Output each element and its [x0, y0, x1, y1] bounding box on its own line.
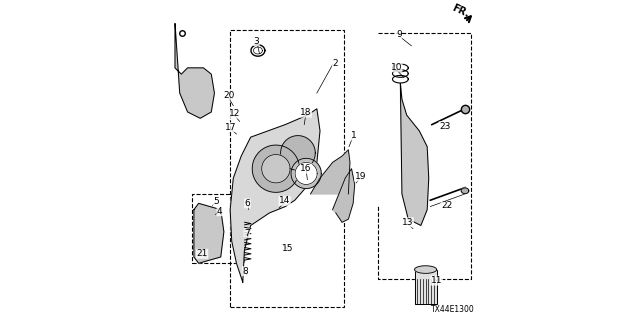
Text: 9: 9 [396, 30, 402, 39]
Polygon shape [262, 155, 290, 183]
Polygon shape [280, 136, 316, 170]
Polygon shape [194, 204, 224, 263]
Polygon shape [461, 188, 468, 194]
Text: 12: 12 [228, 109, 240, 118]
Polygon shape [175, 24, 214, 118]
Text: 3: 3 [253, 36, 259, 45]
Text: 13: 13 [402, 218, 413, 227]
Text: 5: 5 [213, 197, 219, 206]
Text: 8: 8 [242, 267, 248, 276]
Polygon shape [230, 109, 320, 282]
Text: 15: 15 [282, 244, 294, 252]
Text: 14: 14 [279, 196, 291, 205]
Text: 16: 16 [300, 164, 312, 173]
Text: TX44E1300: TX44E1300 [431, 305, 474, 315]
Text: 23: 23 [439, 122, 451, 131]
Text: 1: 1 [351, 131, 357, 140]
Text: 21: 21 [196, 249, 208, 258]
Polygon shape [291, 158, 321, 188]
Text: FR.: FR. [450, 3, 470, 20]
Polygon shape [401, 84, 429, 226]
Polygon shape [295, 163, 317, 184]
Polygon shape [310, 150, 350, 194]
Polygon shape [415, 269, 436, 304]
Text: 4: 4 [217, 207, 223, 216]
Text: 17: 17 [225, 123, 237, 132]
Text: 10: 10 [390, 63, 402, 72]
Text: 22: 22 [441, 201, 452, 211]
Text: 19: 19 [355, 172, 366, 181]
Text: 7: 7 [244, 229, 250, 238]
Polygon shape [252, 145, 300, 192]
Text: 18: 18 [300, 108, 312, 117]
Bar [193, 194, 244, 263]
Bar [230, 30, 344, 308]
Text: 2: 2 [332, 59, 338, 68]
Polygon shape [333, 169, 355, 222]
Text: 11: 11 [431, 276, 442, 285]
Text: 20: 20 [223, 91, 234, 100]
Text: 6: 6 [244, 199, 250, 208]
Polygon shape [415, 266, 436, 273]
